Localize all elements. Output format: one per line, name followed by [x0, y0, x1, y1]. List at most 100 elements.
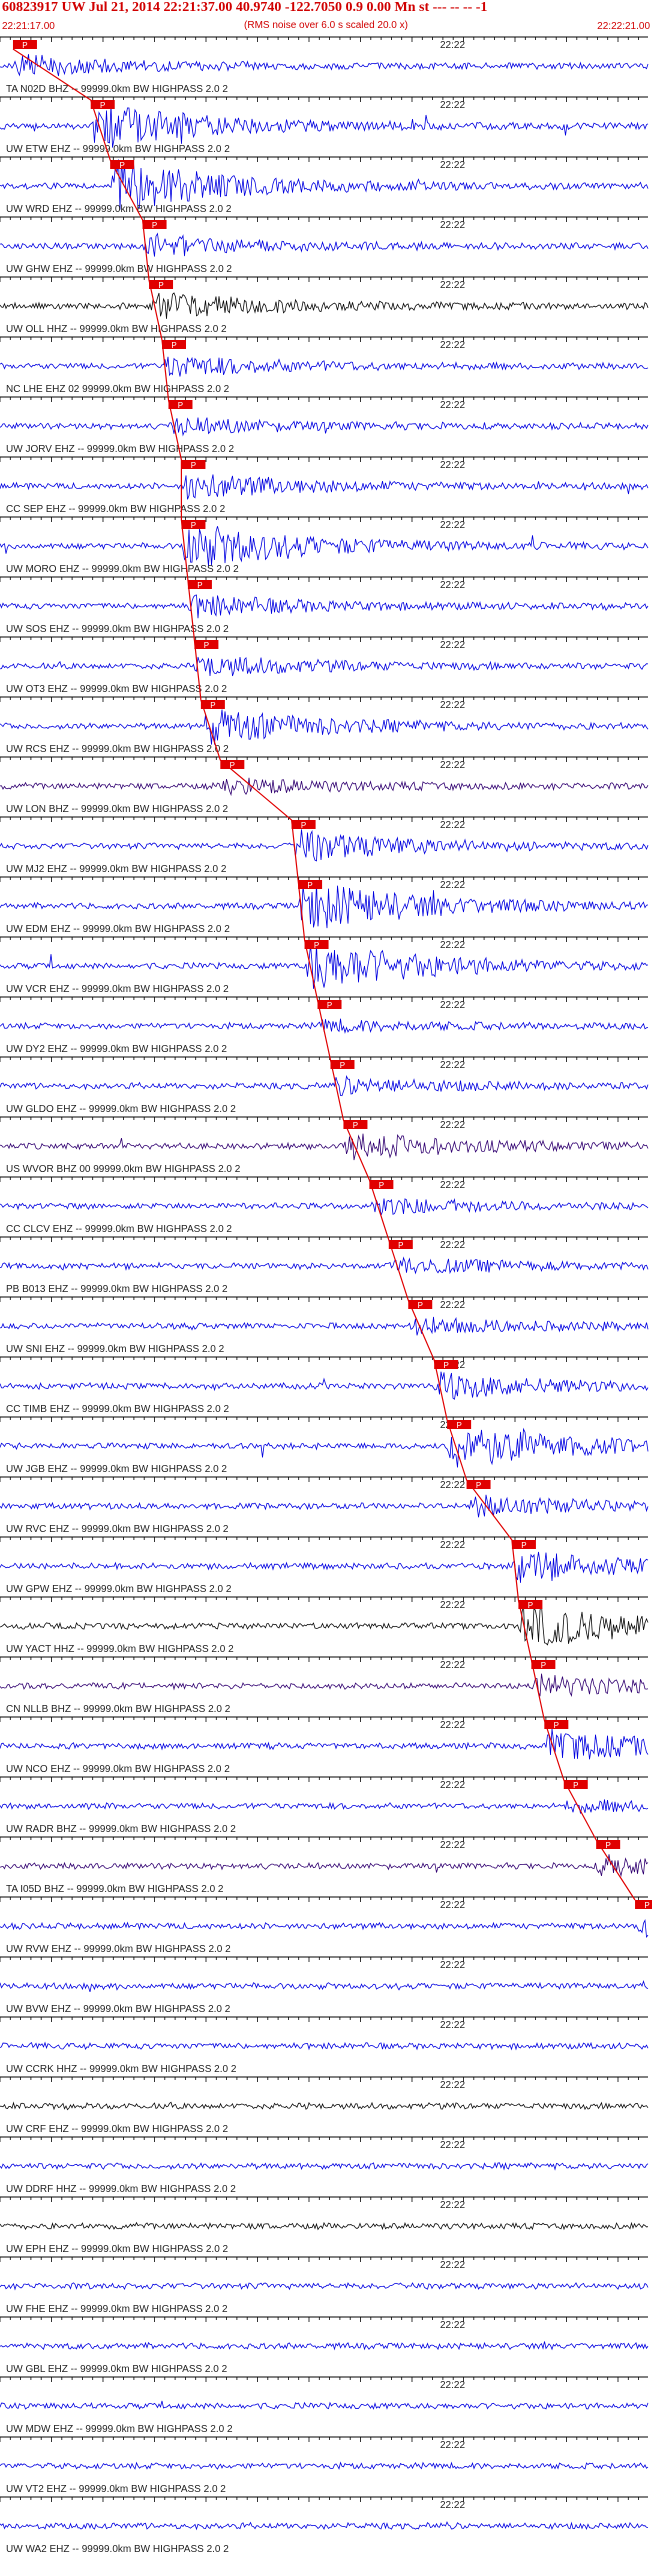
waveform [0, 1673, 649, 1697]
minute-label: 22:22 [440, 1600, 465, 1611]
pick-marker-label: P [541, 1661, 546, 1670]
pick-marker-label: P [171, 341, 176, 350]
pick-marker-label: P [301, 821, 306, 830]
pick-marker-label: P [210, 701, 215, 710]
station-label: UW JGB EHZ -- 99999.0km BW HIGHPASS 2.0 … [6, 1464, 227, 1475]
pick-marker [298, 880, 323, 889]
pick-marker [220, 760, 245, 769]
trace-row: 22:22 UW GLDO EHZ -- 99999.0km BW HIGHPAS… [0, 1056, 649, 1115]
waveform [0, 594, 649, 619]
station-label: UW RCS EHZ -- 99999.0km BW HIGHPASS 2.0 … [6, 744, 229, 755]
waveform [0, 2041, 649, 2051]
trace-row: 22:22 UW RVC EHZ -- 99999.0km BW HIGHPASS… [0, 1476, 649, 1535]
station-label: UW OLL HHZ -- 99999.0km BW HIGHPASS 2.0 … [6, 324, 227, 335]
pick-marker [168, 400, 193, 409]
waveform [0, 356, 649, 377]
minute-label: 22:22 [440, 880, 465, 891]
pick-marker-label: P [158, 281, 163, 290]
station-label: UW SNI EHZ -- 99999.0km BW HIGHPASS 2.0 … [6, 1344, 225, 1355]
pick-marker [194, 640, 219, 649]
station-label: TA N02D BHZ -- 99999.0km BW HIGHPASS 2.0… [6, 84, 228, 95]
station-label: UW DDRF HHZ -- 99999.0km BW HIGHPASS 2.0… [6, 2184, 236, 2195]
waveform [0, 1316, 649, 1336]
pick-marker [162, 340, 186, 349]
pick-marker-label: P [22, 41, 27, 50]
station-label: UW GBL EHZ -- 99999.0km BW HIGHPASS 2.0 … [6, 2364, 228, 2375]
pick-marker [434, 1360, 459, 1369]
waveform [0, 1854, 649, 1878]
plot-header: 60823917 UW Jul 21, 2014 22:21:37.00 40.… [0, 0, 652, 36]
station-label: UW GLDO EHZ -- 99999.0km BW HIGHPASS 2.0… [6, 1104, 236, 1115]
station-label: UW CRF EHZ -- 99999.0km BW HIGHPASS 2.0 … [6, 2124, 229, 2135]
pick-marker-label: P [191, 521, 196, 530]
station-label: UW MDW EHZ -- 99999.0km BW HIGHPASS 2.0 … [6, 2424, 233, 2435]
waveform [0, 2282, 649, 2291]
minute-label: 22:22 [440, 2500, 465, 2511]
station-label: UW RADR BHZ -- 99999.0km BW HIGHPASS 2.0… [6, 1824, 236, 1835]
station-label: UW VT2 EHZ -- 99999.0km BW HIGHPASS 2.0 … [6, 2484, 226, 2495]
minute-label: 22:22 [440, 820, 465, 831]
trace-row: 22:22 UW RCS EHZ -- 99999.0km BW HIGHPASS… [0, 696, 649, 755]
trace-row: 22:22 UW ETW EHZ -- 99999.0km BW HIGHPASS… [0, 96, 649, 155]
trace-row: 22:22 UW SNI EHZ -- 99999.0km BW HIGHPASS… [0, 1296, 649, 1355]
minute-label: 22:22 [440, 700, 465, 711]
station-label: UW ETW EHZ -- 99999.0km BW HIGHPASS 2.0 … [6, 144, 230, 155]
minute-label: 22:22 [440, 1540, 465, 1551]
minute-label: 22:22 [440, 280, 465, 291]
minute-label: 22:22 [440, 580, 465, 591]
trace-row: 22:22 UW WRD EHZ -- 99999.0km BW HIGHPASS… [0, 156, 649, 215]
trace-row: 22:22 UW NCO EHZ -- 99999.0km BW HIGHPASS… [0, 1716, 649, 1775]
station-label: UW MJ2 EHZ -- 99999.0km BW HIGHPASS 2.0 … [6, 864, 227, 875]
trace-row: 22:22 UW VCR EHZ -- 99999.0km BW HIGHPASS… [0, 936, 649, 995]
waveform [0, 232, 649, 257]
minute-label: 22:22 [440, 2440, 465, 2451]
pick-marker-label: P [204, 641, 209, 650]
waveform [0, 2221, 649, 2231]
waveform [0, 1133, 649, 1161]
waveform [0, 2521, 649, 2531]
waveform [0, 656, 649, 677]
waveform [0, 159, 649, 210]
trace-row: 22:22 CC CLCV EHZ -- 99999.0km BW HIGHPAS… [0, 1176, 649, 1235]
waveform [0, 944, 649, 989]
trace-row: 22:22 UW WA2 EHZ -- 99999.0km BW HIGHPASS… [0, 2496, 649, 2555]
pick-marker-label: P [554, 1721, 559, 1730]
time-start-label: 22:21:17.00 [2, 21, 55, 32]
minute-label: 22:22 [440, 1480, 465, 1491]
waveform [0, 1371, 649, 1400]
minute-label: 22:22 [440, 2380, 465, 2391]
pick-marker [200, 700, 225, 709]
minute-label: 22:22 [440, 40, 465, 51]
rms-note: (RMS noise over 6.0 s scaled 20.0 x) [244, 20, 408, 31]
station-label: UW CCRK HHZ -- 99999.0km BW HIGHPASS 2.0… [6, 2064, 237, 2075]
station-label: UW JORV EHZ -- 99999.0km BW HIGHPASS 2.0… [6, 444, 234, 455]
pick-marker [635, 1900, 652, 1909]
pick-marker [317, 1000, 342, 1009]
waveform [0, 1256, 649, 1275]
station-label: UW DY2 EHZ -- 99999.0km BW HIGHPASS 2.0 … [6, 1044, 227, 1055]
minute-label: 22:22 [440, 2200, 465, 2211]
trace-row: 22:22 UW CRF EHZ -- 99999.0km BW HIGHPASS… [0, 2076, 649, 2135]
pick-marker-label: P [605, 1841, 610, 1850]
trace-row: 22:22 UW DDRF HHZ -- 99999.0km BW HIGHPAS… [0, 2136, 649, 2195]
pick-marker [596, 1840, 621, 1849]
pick-marker-label: P [230, 761, 235, 770]
station-label: UW WA2 EHZ -- 99999.0km BW HIGHPASS 2.0 … [6, 2544, 229, 2555]
pick-marker [304, 940, 329, 949]
pick-marker-label: P [398, 1241, 403, 1250]
pick-marker [531, 1660, 556, 1669]
trace-row: 22:22 TA I05D BHZ -- 99999.0km BW HIGHPAS… [0, 1836, 649, 1895]
pick-marker [369, 1180, 394, 1189]
trace-row: 22:22 PB B013 EHZ -- 99999.0km BW HIGHPAS… [0, 1236, 649, 1295]
waveform [0, 882, 649, 929]
pick-marker-label: P [340, 1061, 345, 1070]
waveform [0, 1799, 649, 1814]
minute-label: 22:22 [440, 1240, 465, 1251]
minute-label: 22:22 [440, 1120, 465, 1131]
pick-marker-label: P [573, 1781, 578, 1790]
pick-moveout-line [12, 48, 636, 1901]
waveform [0, 54, 649, 77]
trace-row: 22:22 UW DY2 EHZ -- 99999.0km BW HIGHPASS… [0, 996, 649, 1055]
station-label: UW FHE EHZ -- 99999.0km BW HIGHPASS 2.0 … [6, 2304, 228, 2315]
